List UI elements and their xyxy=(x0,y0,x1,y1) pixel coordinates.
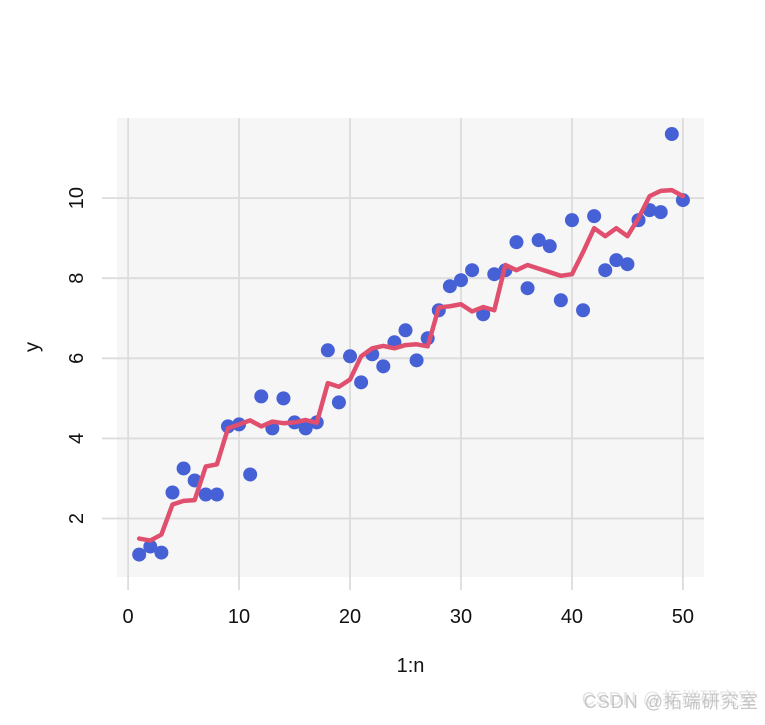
data-point xyxy=(198,487,213,502)
data-point xyxy=(542,239,557,254)
watermark: CSDN @拓端研究室 xyxy=(583,692,759,712)
data-point xyxy=(576,303,591,318)
data-point xyxy=(664,127,679,142)
data-point xyxy=(487,267,502,282)
data-point xyxy=(254,389,269,404)
data-point xyxy=(553,293,568,308)
data-point xyxy=(376,359,391,374)
data-point xyxy=(520,281,535,296)
x-tick-label: 0 xyxy=(123,606,134,628)
x-axis-title: 1:n xyxy=(396,655,425,677)
data-point xyxy=(154,545,169,560)
data-point xyxy=(465,263,480,278)
data-point xyxy=(587,209,602,224)
data-point xyxy=(609,253,624,268)
y-tick-label: 10 xyxy=(66,187,88,209)
y-tick-label: 8 xyxy=(66,273,88,284)
y-tick-label: 4 xyxy=(66,433,88,444)
data-point xyxy=(409,353,424,368)
data-point xyxy=(320,343,335,358)
data-point xyxy=(398,323,413,338)
data-point xyxy=(331,395,346,410)
data-point xyxy=(598,263,613,278)
data-point xyxy=(243,467,258,482)
data-point xyxy=(531,233,546,248)
x-tick-label: 40 xyxy=(561,606,583,628)
data-point xyxy=(298,421,313,436)
data-point xyxy=(343,349,358,364)
data-point xyxy=(209,487,224,502)
data-point xyxy=(509,235,524,250)
x-tick-label: 30 xyxy=(450,606,472,628)
x-tick-label: 10 xyxy=(228,606,250,628)
y-tick-label: 2 xyxy=(66,513,88,524)
data-point xyxy=(132,547,147,562)
x-tick-label: 20 xyxy=(339,606,361,628)
data-point xyxy=(165,485,180,500)
y-axis-title: y xyxy=(21,342,44,352)
plot-panel xyxy=(117,118,704,577)
data-point xyxy=(620,257,635,272)
data-point xyxy=(276,391,291,406)
data-point xyxy=(143,539,158,554)
data-point xyxy=(354,375,369,390)
data-point xyxy=(564,213,579,228)
data-point xyxy=(442,279,457,294)
smoother-line xyxy=(136,187,686,543)
data-point xyxy=(653,205,668,220)
data-point xyxy=(176,461,191,476)
data-point xyxy=(453,273,468,288)
x-tick-label: 50 xyxy=(672,606,694,628)
y-tick-label: 6 xyxy=(66,353,88,364)
